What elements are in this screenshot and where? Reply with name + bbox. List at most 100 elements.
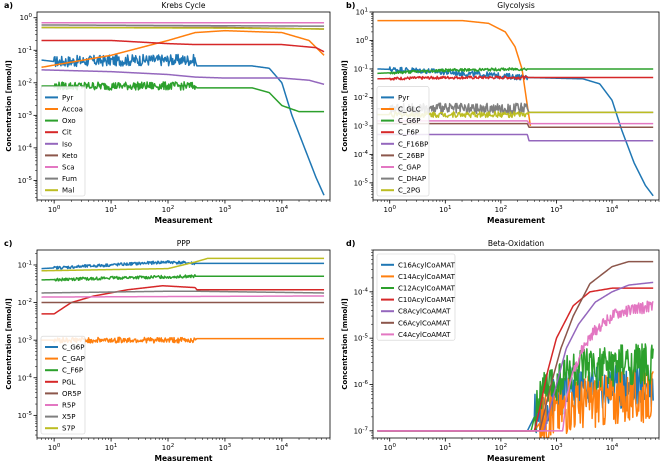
series-line-c_f6p bbox=[41, 274, 325, 282]
x-tick-label: 101 bbox=[439, 205, 451, 214]
legend-label: Accoa bbox=[62, 106, 83, 114]
x-tick-label: 101 bbox=[105, 443, 117, 452]
y-axis-label: Concentration [mmol/l] bbox=[5, 60, 13, 151]
x-tick-label: 100 bbox=[48, 443, 61, 452]
legend-label: C_F6P bbox=[398, 129, 419, 137]
legend-label: C_2PG bbox=[398, 187, 421, 195]
x-tick-label: 103 bbox=[550, 205, 563, 214]
x-axis-label: Measurement bbox=[154, 454, 212, 463]
series-line-r5p bbox=[41, 295, 325, 298]
series-line-oxo bbox=[41, 81, 325, 113]
legend-label: Keto bbox=[62, 152, 78, 160]
x-tick-label: 102 bbox=[162, 205, 174, 214]
legend-label: C8AcylCoAMAT bbox=[398, 308, 451, 316]
series-group bbox=[41, 22, 325, 196]
y-tick-label: 100 bbox=[356, 36, 369, 45]
chart-panel-4: 100 101 102 103 104 10-7 10-6 10-5 10-4 Beta-Oxid… bbox=[341, 239, 660, 463]
x-tick-label: 103 bbox=[550, 443, 563, 452]
legend-box bbox=[40, 335, 86, 435]
legend-box bbox=[376, 253, 456, 341]
legend-label: C_DHAP bbox=[398, 175, 426, 183]
series-line-pgl bbox=[41, 285, 325, 315]
y-tick-label: 10-1 bbox=[18, 46, 32, 55]
legend: Pyr Accoa Oxo Cit Iso Keto Sca Fum Mal bbox=[40, 86, 86, 197]
legend-label: C_F6P bbox=[62, 367, 83, 375]
y-tick-label: 10-7 bbox=[354, 426, 369, 435]
y-tick-label: 10-3 bbox=[354, 121, 369, 130]
series-line-x5p bbox=[41, 290, 325, 294]
legend-label: C_GAP bbox=[398, 164, 421, 172]
series-line-c_glc bbox=[377, 19, 532, 127]
x-tick-label: 103 bbox=[219, 205, 232, 214]
x-tick-label: 102 bbox=[162, 443, 174, 452]
legend-label: C_GAP bbox=[62, 355, 85, 363]
y-tick-label: 10-2 bbox=[18, 78, 32, 87]
x-tick-label: 100 bbox=[384, 443, 397, 452]
legend-label: S7P bbox=[62, 425, 75, 433]
legend-label: C_F16BP bbox=[398, 140, 428, 148]
y-tick-label: 10-3 bbox=[18, 336, 33, 345]
x-tick-label: 100 bbox=[384, 205, 397, 214]
legend-label: C_GLC bbox=[398, 106, 421, 114]
legend-box bbox=[376, 86, 430, 197]
chart-title: Beta-Oxidation bbox=[488, 239, 545, 248]
y-tick-label: 10-2 bbox=[18, 298, 32, 307]
x-tick-label: 101 bbox=[105, 205, 117, 214]
chart-panel-2: 100 101 102 103 104 10-5 10-4 10-3 10-2 10-1 100 10… bbox=[341, 1, 660, 225]
x-tick-label: 102 bbox=[495, 205, 507, 214]
series-line-mal bbox=[41, 26, 325, 30]
y-tick-label: 10-1 bbox=[354, 64, 368, 73]
legend-label: C14AcylCoAMAT bbox=[398, 273, 456, 281]
series-line-cit bbox=[41, 39, 325, 53]
y-tick-label: 10-6 bbox=[354, 380, 369, 389]
y-axis-label: Concentration [mmol/l] bbox=[341, 298, 349, 389]
x-axis-label: Measurement bbox=[487, 454, 545, 463]
y-tick-label: 10-5 bbox=[18, 411, 33, 420]
y-tick-label: 10-4 bbox=[18, 373, 33, 382]
legend-label: R5P bbox=[62, 402, 76, 410]
x-tick-label: 104 bbox=[276, 205, 289, 214]
legend-label: C12AcylCoAMAT bbox=[398, 285, 456, 293]
legend-label: Sca bbox=[62, 164, 75, 172]
y-tick-label: 10-2 bbox=[354, 93, 368, 102]
y-tick-label: 10-5 bbox=[18, 176, 33, 185]
x-tick-label: 101 bbox=[439, 443, 451, 452]
chart-title: Glycolysis bbox=[497, 1, 535, 10]
legend-label: C4AcylCoAMAT bbox=[398, 331, 451, 339]
chart-title: PPP bbox=[177, 239, 191, 248]
legend-label: X5P bbox=[62, 413, 75, 421]
y-tick-label: 10-5 bbox=[354, 178, 369, 187]
legend-label: C10AcylCoAMAT bbox=[398, 296, 456, 304]
x-axis-label: Measurement bbox=[154, 216, 212, 225]
panel-label: a) bbox=[4, 1, 13, 10]
legend: C16AcylCoAMAT C14AcylCoAMAT C12AcylCoAMAT C… bbox=[376, 253, 456, 341]
y-tick-label: 10-5 bbox=[354, 334, 369, 343]
series-group bbox=[41, 257, 325, 344]
x-axis-label: Measurement bbox=[487, 216, 545, 225]
legend-label: Cit bbox=[62, 129, 72, 137]
plot-frame bbox=[36, 11, 331, 201]
y-tick-label: 10-1 bbox=[18, 260, 32, 269]
series-line-s7p bbox=[41, 257, 325, 272]
series-line-c_g6p bbox=[41, 260, 325, 270]
legend-label: PGL bbox=[62, 378, 76, 386]
x-tick-label: 104 bbox=[606, 205, 619, 214]
legend: Pyr C_GLC C_G6P C_F6P C_F16BP C_26BP C_GAP C_DH… bbox=[376, 86, 430, 197]
legend-label: C16AcylCoAMAT bbox=[398, 261, 456, 269]
legend-label: OR5P bbox=[62, 390, 81, 398]
y-axis-label: Concentration [mmol/l] bbox=[341, 60, 349, 151]
chart-panel-3: 100 101 102 103 104 10-5 10-4 10-3 10-2 10-1 PPP c)… bbox=[4, 239, 331, 463]
panel-label: c) bbox=[4, 239, 12, 248]
x-tick-label: 103 bbox=[219, 443, 232, 452]
y-tick-label: 10-4 bbox=[354, 287, 369, 296]
legend-label: Fum bbox=[62, 175, 77, 183]
series-line-c_f6p bbox=[377, 75, 654, 81]
plot-frame bbox=[372, 249, 660, 439]
y-tick-label: 10-3 bbox=[18, 111, 33, 120]
series-line-c_g6p bbox=[377, 67, 654, 75]
legend-label: Pyr bbox=[62, 94, 73, 102]
series-line-fum bbox=[41, 24, 325, 27]
y-tick-label: 101 bbox=[356, 8, 368, 17]
x-tick-label: 104 bbox=[276, 443, 289, 452]
